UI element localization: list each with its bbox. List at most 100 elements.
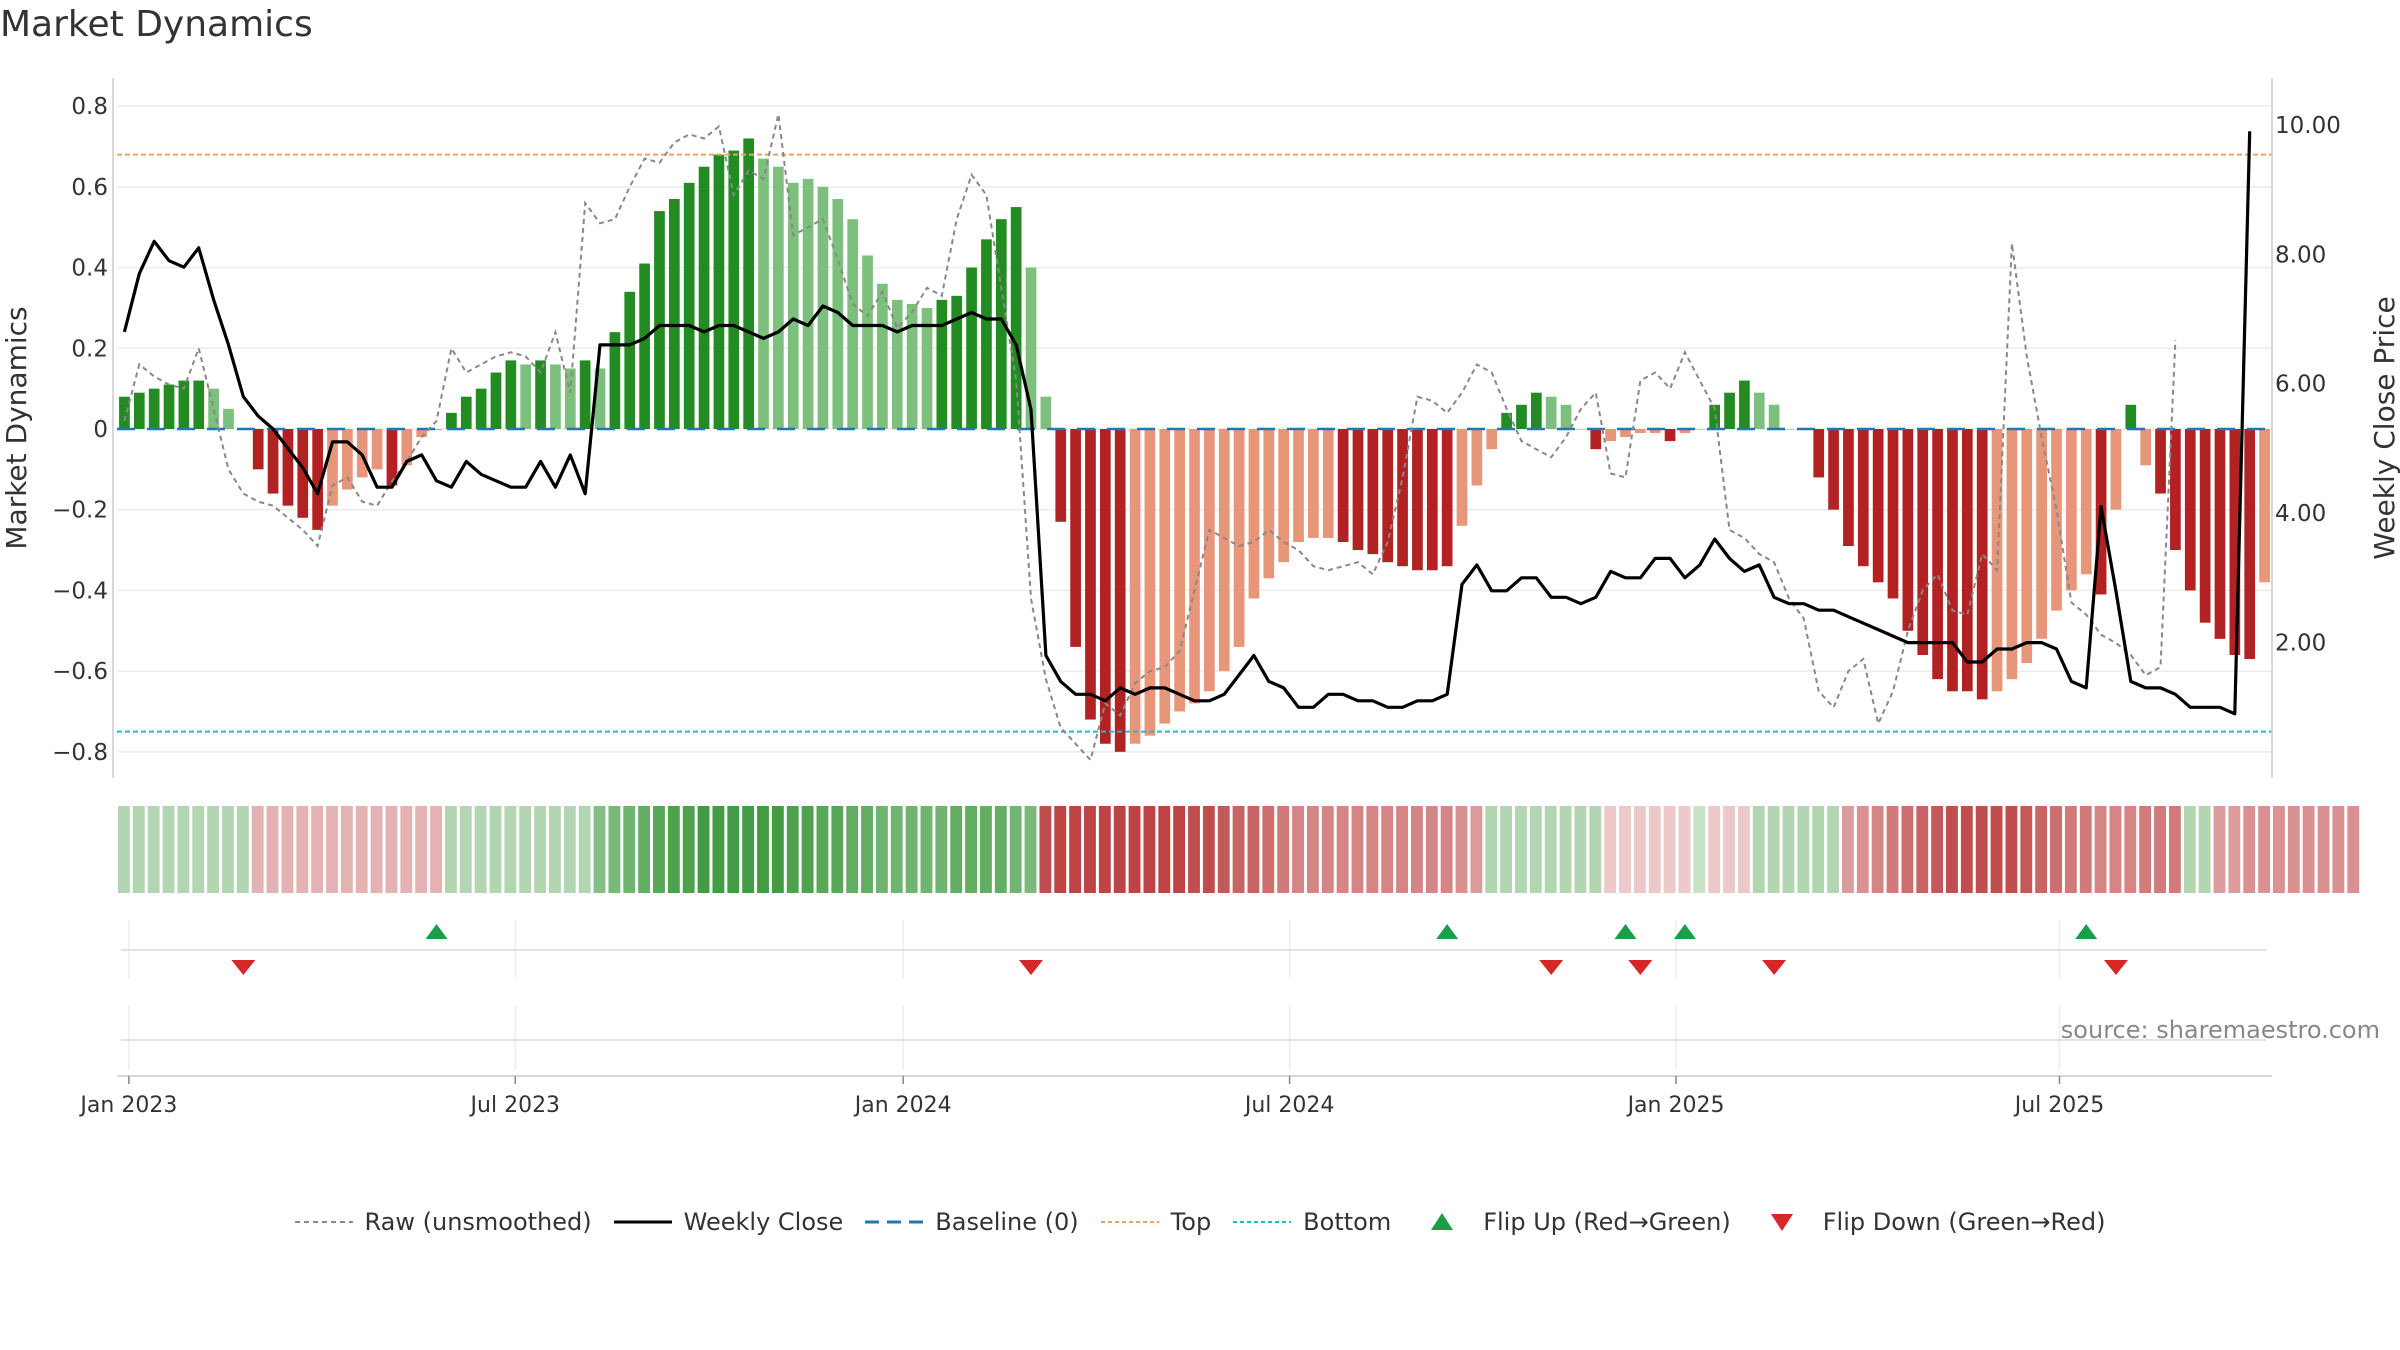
regime-cell (192, 806, 205, 893)
regime-cell (875, 806, 888, 893)
dynamics-bar (520, 364, 532, 429)
dynamics-bar (1724, 392, 1735, 429)
regime-cell (1842, 806, 1854, 893)
regime-cell (2258, 806, 2270, 893)
dynamics-bar (1664, 429, 1676, 442)
regime-cell (1351, 806, 1364, 893)
regime-cell (1054, 806, 1067, 893)
regime-cell (1470, 806, 1483, 893)
dynamics-bar (921, 307, 933, 429)
dynamics-bar (505, 360, 517, 429)
regime-cell (2183, 806, 2196, 893)
regime-cell (326, 806, 338, 893)
y-tick-label: 0.6 (71, 175, 108, 201)
regime-cell (1366, 806, 1379, 893)
regime-cell (1663, 806, 1676, 893)
dynamics-bar (2199, 429, 2211, 623)
y2-axis-label: Weekly Close Price (2368, 296, 2400, 559)
dynamics-bar (1382, 429, 1394, 563)
dynamics-bar (475, 388, 487, 429)
flip-markers (121, 924, 2266, 1041)
dynamics-bar (1441, 429, 1453, 567)
flip-down-marker (1539, 960, 1564, 975)
dynamics-bar (639, 263, 650, 429)
regime-strip (118, 806, 2360, 893)
dynamics-bar (1843, 429, 1854, 547)
regime-cell (1292, 806, 1304, 893)
legend-item-close: Weekly Close (613, 1208, 843, 1236)
flip-up-marker (2075, 924, 2098, 939)
regime-cell (266, 806, 279, 893)
regime-cell (147, 806, 160, 893)
y2-tick-label: 2.00 (2275, 631, 2326, 657)
regime-cell (890, 806, 903, 893)
dynamics-bar (758, 158, 769, 429)
regime-cell (563, 806, 576, 893)
dynamics-bar (327, 429, 338, 506)
regime-cell (1202, 806, 1215, 893)
legend-raw-swatch (294, 1221, 353, 1223)
regime-cell (994, 806, 1007, 893)
dynamics-bar (1248, 429, 1260, 599)
regime-cell (400, 806, 413, 893)
regime-cell (504, 806, 517, 893)
regime-cell (474, 806, 487, 893)
flip-down-marker (1628, 960, 1653, 975)
dynamics-bar (2184, 429, 2196, 591)
regime-cell (920, 806, 933, 893)
dynamics-bar (208, 388, 219, 429)
y-axis-label: Market Dynamics (0, 306, 33, 549)
legend-label-raw: Raw (unsmoothed) (364, 1208, 592, 1236)
dynamics-bar (981, 239, 992, 429)
dynamics-bar (460, 396, 472, 429)
legend-item-flip-up: Flip Up (Red→Green) (1413, 1208, 1731, 1236)
dynamics-bar (1872, 429, 1884, 583)
source-credit: source: sharemaestro.com (2060, 1016, 2380, 1044)
regime-cell (816, 806, 829, 893)
dynamics-bar (2110, 429, 2122, 510)
regime-cell (132, 806, 145, 893)
dynamics-bars (119, 138, 2270, 752)
dynamics-bar (698, 166, 710, 430)
dynamics-bar (1412, 429, 1423, 571)
regime-cell (742, 806, 755, 893)
dynamics-bar (1189, 429, 1200, 704)
regime-cell (2228, 806, 2241, 893)
dynamics-bar (297, 429, 309, 518)
regime-cell (1812, 806, 1825, 893)
regime-cell (415, 806, 428, 893)
y2-tick-label: 6.00 (2275, 372, 2326, 398)
regime-cell (861, 806, 873, 893)
dynamics-bar (654, 211, 665, 429)
dynamics-bar (282, 429, 294, 506)
dynamics-bar (1902, 429, 1914, 631)
dynamics-bar (2066, 429, 2077, 591)
flip-up-marker (1436, 924, 1459, 939)
dynamics-bar (1575, 429, 1587, 430)
dynamics-bar (431, 429, 442, 430)
dynamics-bar (1887, 429, 1899, 599)
dynamics-bar (133, 392, 145, 429)
regime-cell (2287, 806, 2300, 893)
dynamics-bar (312, 429, 323, 530)
dynamics-bar (1620, 429, 1631, 438)
regime-cell (2124, 806, 2137, 893)
y2-tick-label: 8.00 (2275, 242, 2326, 268)
regime-cell (1529, 806, 1542, 893)
dynamics-bar (1709, 404, 1721, 429)
regime-cell (950, 806, 963, 893)
regime-cell (311, 806, 324, 893)
y2-tick-label: 10.00 (2275, 113, 2341, 139)
regime-cell (2005, 806, 2018, 893)
dynamics-bar (579, 360, 591, 429)
dynamics-bar (267, 429, 279, 494)
regime-cell (1737, 806, 1750, 893)
triangle-down-icon (1770, 1214, 1793, 1231)
dynamics-bar (564, 368, 576, 429)
regime-cell (549, 806, 561, 893)
regime-cell (1247, 806, 1260, 893)
regime-cell (1990, 806, 2003, 893)
dynamics-bar (1828, 429, 1839, 510)
regime-cell (1604, 806, 1617, 893)
